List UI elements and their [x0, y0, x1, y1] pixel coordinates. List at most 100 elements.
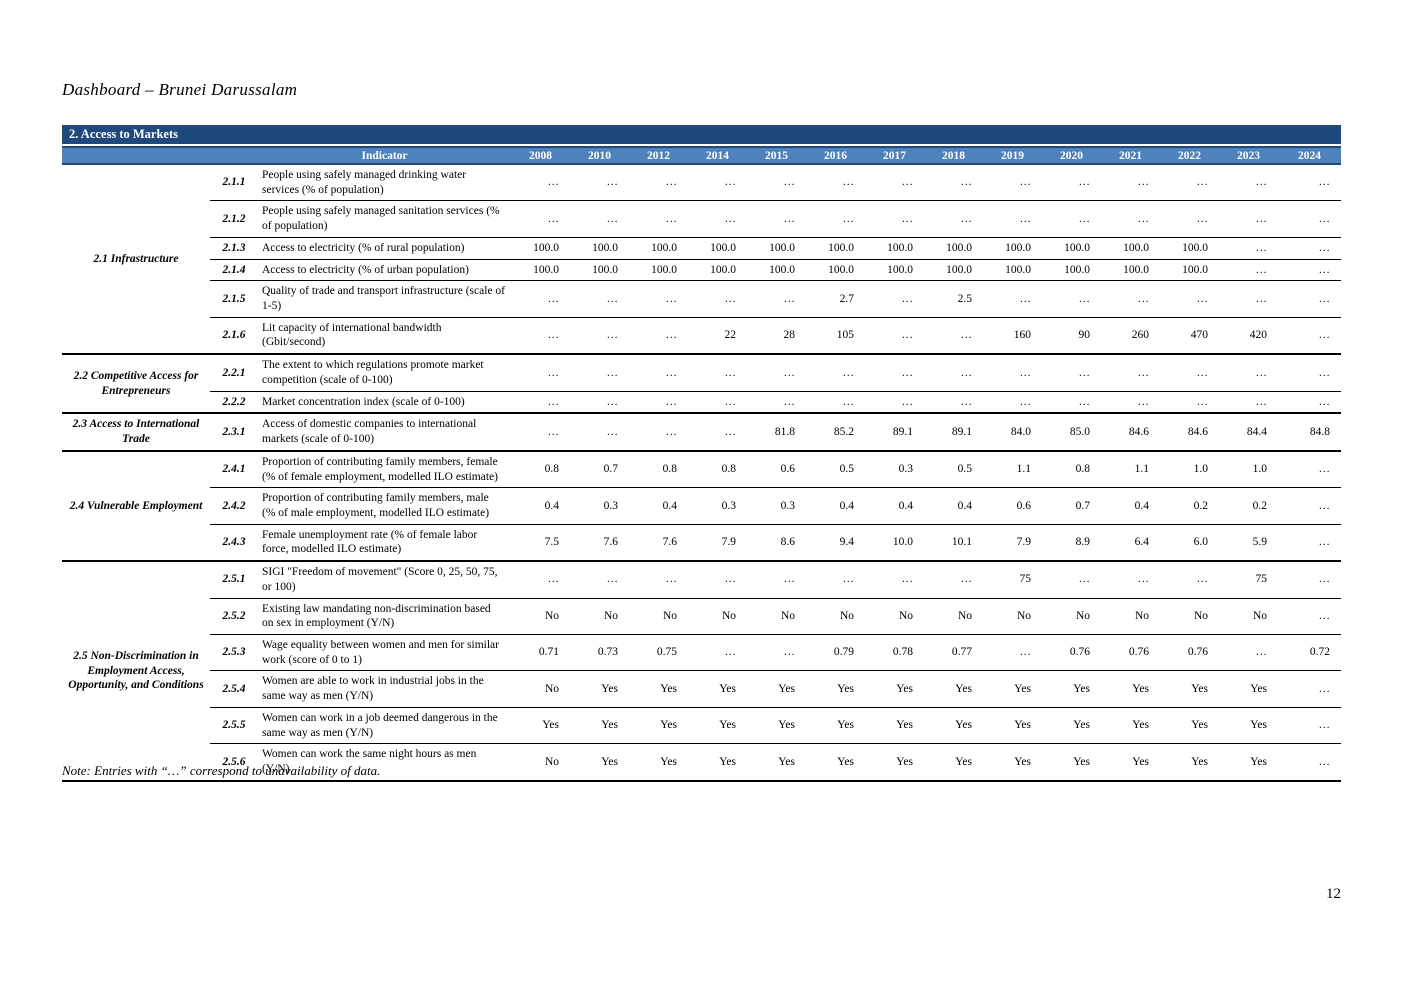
- table-row: 2.2.2 Market concentration index (scale o…: [62, 391, 1341, 413]
- value-cell: No: [747, 598, 806, 635]
- table-row: 2.5.5 Women can work in a job deemed dang…: [62, 707, 1341, 745]
- year-header: 2010: [570, 146, 629, 165]
- value-cell: 0.7: [1042, 487, 1101, 525]
- value-cell: Yes: [924, 707, 983, 745]
- footnote: Note: Entries with “…” correspond to una…: [62, 763, 381, 778]
- table-row: 2.3 Access to International Trade 2.3.1 Ac…: [62, 413, 1341, 450]
- value-cell: 260: [1131, 329, 1149, 342]
- year-header: 2019: [983, 146, 1042, 165]
- indicator-name-cell: Market concentration index (scale of 0-1…: [262, 395, 465, 408]
- value-cell: …: [547, 329, 560, 342]
- table-header-row: Indicator 2008 2010 2012 2014 2015 2016 2017 20…: [62, 146, 1341, 165]
- year-header: 2015: [747, 146, 806, 165]
- value-cell: …: [688, 634, 747, 672]
- value-cell: Yes: [1073, 755, 1090, 768]
- value-cell: No: [1160, 598, 1219, 635]
- value-cell: 10.0: [892, 536, 913, 549]
- value-cell: …: [1219, 200, 1278, 238]
- value-cell: 7.6: [662, 536, 677, 549]
- value-cell: …: [1318, 755, 1331, 768]
- value-cell: 90: [1078, 329, 1091, 342]
- value-cell: Yes: [719, 755, 736, 768]
- value-cell: 160: [1013, 329, 1031, 342]
- indicator-name-cell: The extent to which regulations promote …: [258, 354, 511, 392]
- value-cell: …: [688, 354, 747, 392]
- value-cell: 100.0: [629, 259, 688, 282]
- value-cell: 0.79: [806, 634, 865, 672]
- value-cell: Yes: [1250, 755, 1267, 768]
- value-cell: Yes: [837, 755, 854, 768]
- value-cell: Yes: [983, 670, 1042, 708]
- value-cell: 100.0: [1160, 259, 1219, 282]
- value-cell: Yes: [747, 670, 806, 708]
- value-cell: 1.1: [1101, 450, 1160, 489]
- table-row: 2.5.6 Women can work the same night hours…: [62, 744, 1341, 781]
- indicator-number-cell: 2.2.2: [222, 395, 246, 408]
- value-cell: 9.4: [839, 536, 854, 549]
- value-cell: 1.0: [1219, 450, 1278, 489]
- value-cell: …: [1078, 395, 1091, 408]
- group-cell: 2.3 Access to International Trade: [72, 418, 200, 446]
- value-cell: …: [901, 329, 914, 342]
- value-cell: 7.6: [603, 536, 618, 549]
- indicator-number-cell: 2.5.6: [222, 755, 246, 768]
- value-cell: …: [1101, 561, 1160, 599]
- group-cell: 2.5 Non-Discrimination in Employment Acc…: [68, 649, 204, 692]
- value-cell: …: [570, 354, 629, 392]
- value-cell: …: [865, 280, 924, 318]
- value-cell: 100.0: [1101, 237, 1160, 260]
- value-cell: …: [724, 395, 737, 408]
- value-cell: …: [511, 200, 570, 238]
- indicator-name-cell: Lit capacity of international bandwidth …: [262, 321, 442, 349]
- value-cell: 2.7: [806, 280, 865, 318]
- value-cell: 105: [836, 329, 854, 342]
- value-cell: Yes: [1191, 755, 1208, 768]
- value-cell: …: [665, 395, 678, 408]
- value-cell: Yes: [1132, 755, 1149, 768]
- value-cell: 0.8: [511, 450, 570, 489]
- value-cell: …: [1278, 259, 1341, 282]
- value-cell: 7.9: [721, 536, 736, 549]
- indicator-number-cell: 2.1.2: [210, 200, 258, 238]
- value-cell: …: [842, 395, 855, 408]
- value-cell: …: [1101, 280, 1160, 318]
- year-header: 2008: [511, 146, 570, 165]
- value-cell: …: [747, 200, 806, 238]
- indicator-number-cell: 2.1.5: [210, 280, 258, 318]
- value-cell: …: [629, 280, 688, 318]
- table-row: 2.4.2 Proportion of contributing family m…: [62, 487, 1341, 525]
- value-cell: 0.8: [688, 450, 747, 489]
- value-cell: …: [1160, 354, 1219, 392]
- value-cell: …: [606, 329, 619, 342]
- value-cell: …: [1160, 280, 1219, 318]
- value-cell: …: [665, 329, 678, 342]
- value-cell: …: [806, 200, 865, 238]
- value-cell: …: [1042, 561, 1101, 599]
- table-row: 2.1.4 Access to electricity (% of urban p…: [62, 259, 1341, 282]
- value-cell: 100.0: [1042, 259, 1101, 282]
- table-row: 2.1.5 Quality of trade and transport infr…: [62, 280, 1341, 318]
- value-cell: 100.0: [1160, 237, 1219, 260]
- value-cell: 100.0: [806, 237, 865, 260]
- value-cell: …: [924, 561, 983, 599]
- value-cell: …: [1160, 164, 1219, 202]
- indicator-name-cell: Quality of trade and transport infrastru…: [258, 280, 511, 318]
- table-row: 2.5.4 Women are able to work in industria…: [62, 670, 1341, 708]
- value-cell: Yes: [896, 755, 913, 768]
- section-banner: 2. Access to Markets: [62, 125, 1341, 144]
- access-to-markets-table: 2. Access to Markets Indicator 2008 2010 2…: [62, 125, 1341, 782]
- value-cell: …: [1278, 164, 1341, 202]
- value-cell: 89.1: [892, 425, 913, 438]
- indicator-number-cell: 2.1.4: [210, 259, 258, 282]
- value-cell: 0.4: [865, 487, 924, 525]
- year-header: 2023: [1219, 146, 1278, 165]
- value-cell: …: [629, 164, 688, 202]
- value-cell: …: [1219, 280, 1278, 318]
- value-cell: …: [1160, 200, 1219, 238]
- value-cell: Yes: [983, 707, 1042, 745]
- value-cell: No: [806, 598, 865, 635]
- value-cell: No: [544, 755, 559, 768]
- value-cell: 89.1: [951, 425, 972, 438]
- indicator-name-cell: Wage equality between women and men for …: [258, 634, 511, 672]
- value-cell: …: [1219, 634, 1278, 672]
